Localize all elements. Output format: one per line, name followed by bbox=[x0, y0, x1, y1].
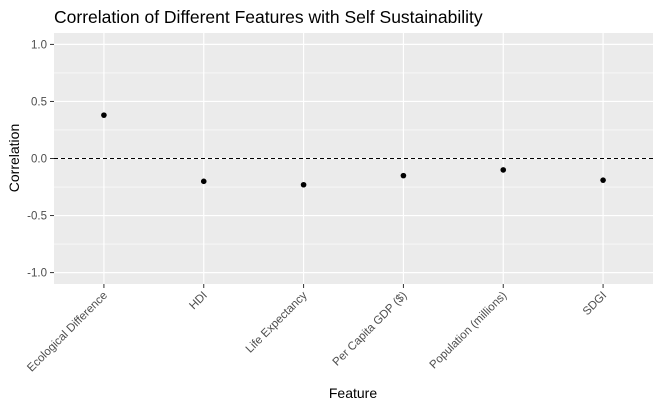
y-tick-label: -1.0 bbox=[27, 268, 47, 280]
data-point bbox=[300, 181, 307, 188]
y-tick-label: 0.5 bbox=[31, 96, 47, 108]
x-tick-label: HDI bbox=[187, 290, 209, 312]
y-tick-label: -0.5 bbox=[27, 211, 47, 223]
data-point bbox=[600, 177, 606, 183]
data-point bbox=[500, 167, 507, 173]
data-point bbox=[101, 112, 107, 118]
y-axis: 1.0 0.5 0.0 -0.5 -1.0 bbox=[27, 39, 54, 280]
x-tick-label: Population (millions) bbox=[428, 290, 510, 372]
x-tick-label: Life Expectancy bbox=[244, 289, 310, 355]
y-tick-label: 1.0 bbox=[31, 39, 47, 51]
data-point bbox=[200, 178, 207, 185]
data-point bbox=[400, 172, 407, 179]
x-axis: Ecological Difference HDI Life Expectancy P… bbox=[25, 284, 609, 374]
y-axis-title: Correlation bbox=[6, 124, 22, 192]
chart-title: Correlation of Different Features with S… bbox=[54, 7, 483, 27]
x-tick-label: Per Capita GDP ($) bbox=[331, 290, 410, 369]
x-tick-label: SDGI bbox=[581, 290, 609, 318]
y-tick-label: 0.0 bbox=[31, 154, 47, 166]
x-axis-title: Feature bbox=[329, 385, 377, 401]
x-tick-label: Ecological Difference bbox=[25, 290, 110, 375]
plot-panel bbox=[54, 33, 653, 284]
